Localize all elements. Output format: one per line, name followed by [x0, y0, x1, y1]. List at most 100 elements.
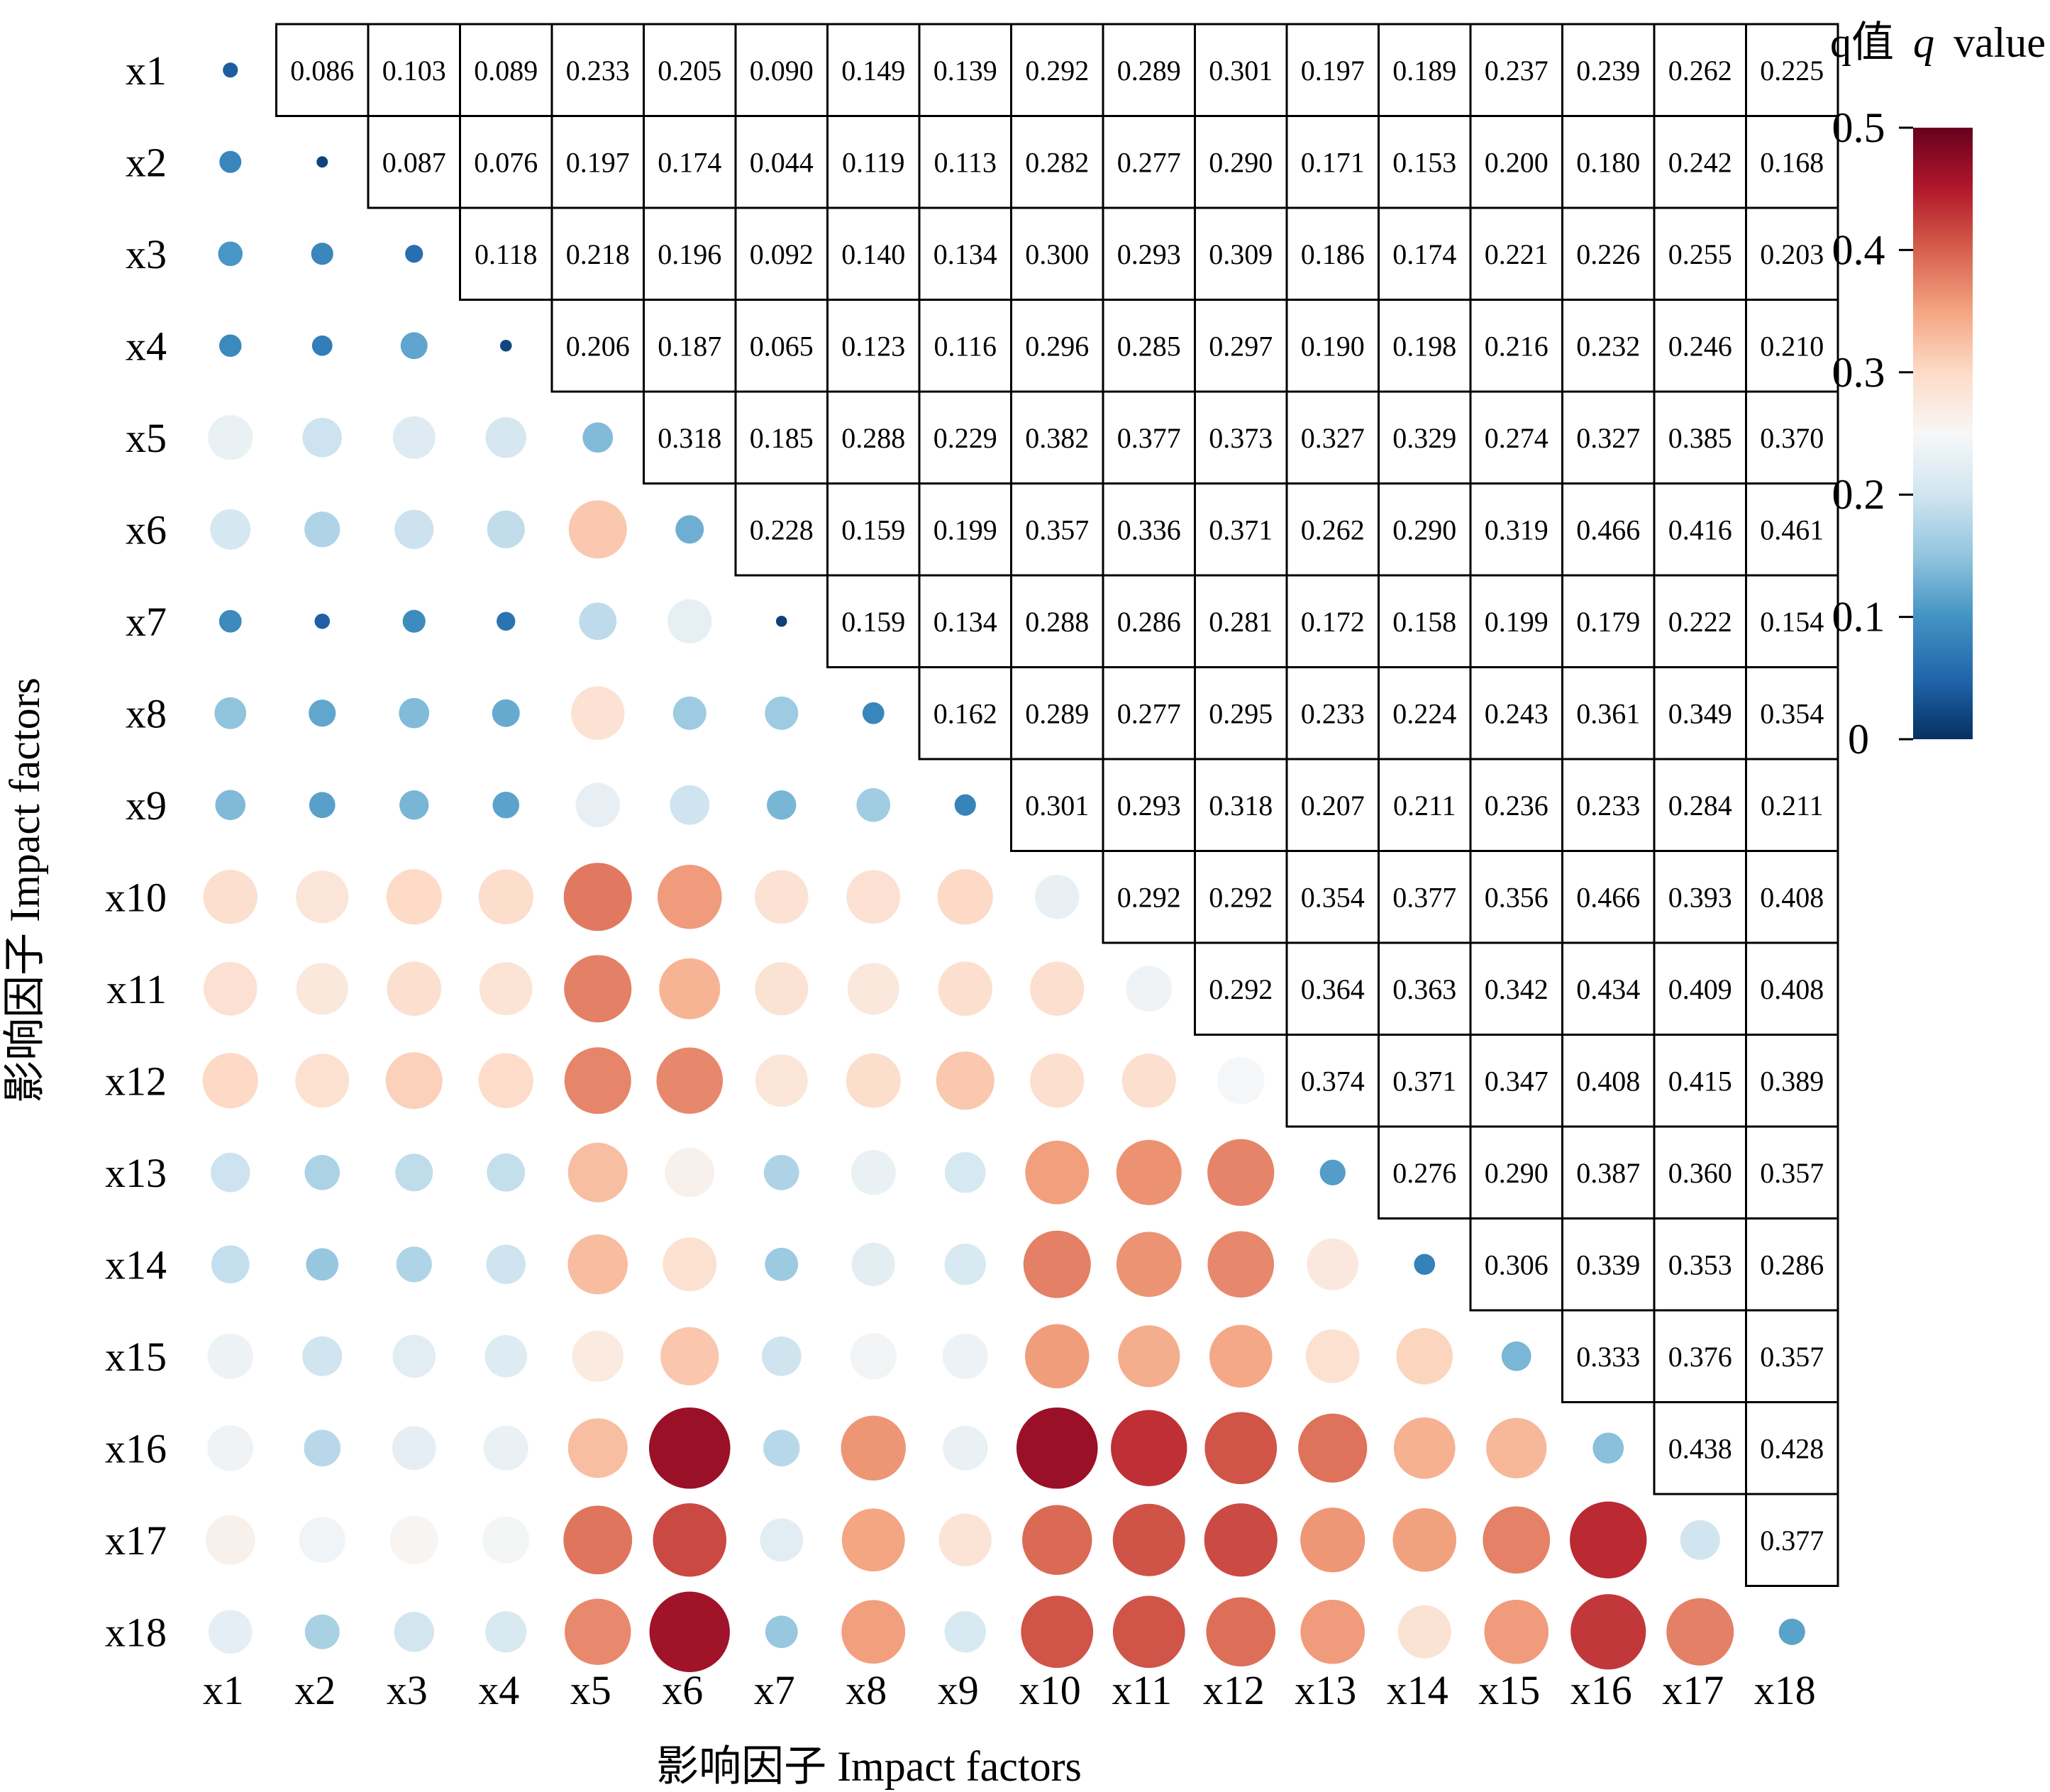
colorbar-tick-label: 0.5: [1832, 104, 1885, 151]
interaction-value-label: 0.226: [1576, 238, 1640, 270]
interaction-circle: [755, 962, 809, 1016]
interaction-value-label: 0.389: [1760, 1065, 1824, 1097]
interaction-cell: [1653, 390, 1747, 485]
interaction-value-label: 0.222: [1668, 606, 1732, 638]
interaction-cell: [459, 206, 553, 301]
interaction-cell: [1469, 482, 1563, 577]
interaction-cell: [1285, 666, 1380, 761]
interaction-cell: [1653, 206, 1747, 301]
interaction-circle: [1204, 1503, 1278, 1577]
interaction-circle: [483, 1425, 528, 1471]
interaction-circle: [1300, 1508, 1365, 1573]
interaction-value-label: 0.370: [1760, 422, 1824, 454]
interaction-circle: [1666, 1598, 1734, 1666]
interaction-cell: [1745, 390, 1839, 485]
interaction-value-label: 0.360: [1668, 1157, 1732, 1189]
y-tick-label: x9: [126, 782, 167, 829]
interaction-circle: [479, 962, 533, 1016]
interaction-value-label: 0.371: [1209, 514, 1273, 546]
interaction-circle: [392, 1334, 436, 1378]
interaction-value-label: 0.225: [1760, 55, 1824, 87]
interaction-circle: [207, 1333, 253, 1379]
interaction-circle: [942, 1333, 988, 1379]
interaction-circle: [386, 869, 442, 925]
interaction-cell: [550, 299, 645, 393]
interaction-circle: [1021, 1595, 1094, 1669]
interaction-circle: [856, 787, 891, 822]
interaction-value-label: 0.364: [1301, 973, 1365, 1005]
interaction-value-label: 0.174: [658, 146, 721, 178]
interaction-cell: [1378, 1125, 1472, 1219]
interaction-circle: [296, 870, 349, 924]
colorbar-title: q值 q value: [1830, 19, 2046, 66]
interaction-circle: [1570, 1594, 1646, 1670]
interaction-value-label: 0.149: [841, 55, 905, 87]
interaction-cell: [1745, 206, 1839, 301]
interaction-value-label: 0.319: [1485, 514, 1548, 546]
interaction-circle: [659, 958, 721, 1019]
interaction-circle: [657, 864, 722, 929]
interaction-circle: [648, 1407, 731, 1489]
interaction-circle: [304, 1429, 341, 1467]
interaction-value-label: 0.282: [1025, 146, 1089, 178]
interaction-cell: [734, 23, 829, 117]
interaction-cell: [1378, 850, 1472, 944]
interaction-cell: [1745, 941, 1839, 1036]
interaction-cell: [1194, 299, 1288, 393]
interaction-circle: [765, 1615, 798, 1649]
interaction-circle: [389, 1515, 438, 1564]
x-axis-title: 影响因子 Impact factors: [656, 1743, 1082, 1790]
interaction-value-label: 0.089: [474, 55, 538, 87]
interaction-value-label: 0.228: [750, 514, 814, 546]
interaction-circle: [944, 1151, 986, 1193]
interaction-cell: [1010, 482, 1104, 577]
x-tick-labels: x1 x2 x3 x4 x5 x6 x7 x8 x9 x10 x11 x12 x13 x14 x15 x16 x…: [203, 1667, 1816, 1713]
interaction-value-label: 0.385: [1668, 422, 1732, 454]
single-factor-circle: [1217, 1056, 1265, 1105]
interaction-circle: [302, 1336, 343, 1376]
interaction-value-label: 0.174: [1392, 238, 1456, 270]
interaction-value-label: 0.086: [290, 55, 354, 87]
interaction-circle: [653, 1503, 727, 1577]
interaction-circle: [396, 1246, 432, 1283]
interaction-value-label: 0.246: [1668, 330, 1732, 362]
interaction-circle: [392, 416, 436, 459]
interaction-cell: [1469, 206, 1563, 301]
single-factor-circle: [316, 156, 328, 168]
interaction-cell: [367, 115, 461, 209]
interaction-circle: [944, 1244, 986, 1285]
interaction-value-label: 0.186: [1301, 238, 1365, 270]
interaction-value-label: 0.189: [1392, 55, 1456, 87]
interaction-circle: [485, 417, 526, 458]
interaction-cell: [1653, 1309, 1747, 1403]
interaction-value-label: 0.199: [933, 514, 997, 546]
interaction-circle: [215, 790, 246, 821]
interaction-value-label: 0.281: [1209, 606, 1273, 638]
interaction-circle: [1116, 1232, 1182, 1298]
interaction-value-label: 0.207: [1301, 790, 1365, 822]
interaction-circle: [392, 1426, 436, 1471]
interaction-value-label: 0.221: [1485, 238, 1548, 270]
interaction-value-label: 0.408: [1760, 881, 1824, 913]
interaction-circle: [660, 1327, 719, 1386]
interaction-circle: [572, 1330, 624, 1382]
interaction-circle: [208, 1610, 253, 1654]
interaction-cell: [734, 115, 829, 209]
interaction-circle: [1305, 1329, 1360, 1383]
interaction-circle: [1016, 1407, 1098, 1489]
interaction-cell: [1653, 666, 1747, 761]
interaction-value-label: 0.103: [382, 55, 446, 87]
interaction-value-label: 0.371: [1392, 1065, 1456, 1097]
interaction-circle: [214, 697, 247, 729]
interaction-cell: [1285, 390, 1380, 485]
interaction-cell: [367, 23, 461, 117]
interaction-value-label: 0.159: [841, 606, 905, 638]
single-factor-circle: [1680, 1520, 1720, 1560]
interaction-value-label: 0.218: [566, 238, 630, 270]
interaction-circle: [309, 699, 336, 727]
interaction-cell: [918, 206, 1012, 301]
interaction-cell: [1561, 758, 1656, 852]
single-factor-circle: [582, 422, 614, 453]
interaction-value-label: 0.290: [1209, 146, 1273, 178]
colorbar-tick-label: 0.4: [1832, 226, 1885, 273]
